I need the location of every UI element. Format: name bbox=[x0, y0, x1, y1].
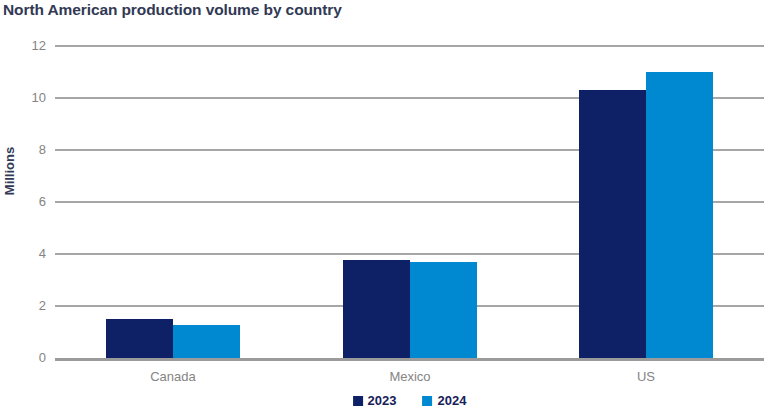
x-category-label-canada: Canada bbox=[113, 369, 233, 384]
bar-canada-2023 bbox=[106, 319, 173, 358]
legend-item-2023: 2023 bbox=[353, 394, 397, 408]
y-tick-label-10: 10 bbox=[0, 90, 46, 105]
y-tick-label-12: 12 bbox=[0, 38, 46, 53]
legend-swatch-2024 bbox=[423, 396, 433, 406]
x-category-label-mexico: Mexico bbox=[350, 369, 470, 384]
legend-label-2023: 2023 bbox=[368, 394, 397, 408]
y-tick-label-0: 0 bbox=[0, 350, 46, 365]
legend-item-2024: 2024 bbox=[423, 394, 467, 408]
y-tick-label-6: 6 bbox=[0, 194, 46, 209]
gridline-12 bbox=[55, 45, 764, 47]
legend-label-2024: 2024 bbox=[438, 394, 467, 408]
y-tick-label-8: 8 bbox=[0, 142, 46, 157]
bar-mexico-2024 bbox=[410, 262, 477, 358]
bar-mexico-2023 bbox=[343, 260, 410, 358]
x-category-label-us: US bbox=[586, 369, 706, 384]
bar-us-2024 bbox=[646, 72, 713, 358]
bar-canada-2024 bbox=[173, 325, 240, 358]
legend: 2023 2024 bbox=[353, 394, 467, 408]
plot-area: 0 2 4 6 8 10 12 Canada Mexico US bbox=[0, 0, 770, 417]
y-tick-label-2: 2 bbox=[0, 298, 46, 313]
x-axis-line bbox=[55, 358, 764, 361]
y-tick-label-4: 4 bbox=[0, 246, 46, 261]
legend-swatch-2023 bbox=[353, 396, 363, 406]
bar-us-2023 bbox=[579, 90, 646, 358]
bar-chart: North American production volume by coun… bbox=[0, 0, 770, 417]
